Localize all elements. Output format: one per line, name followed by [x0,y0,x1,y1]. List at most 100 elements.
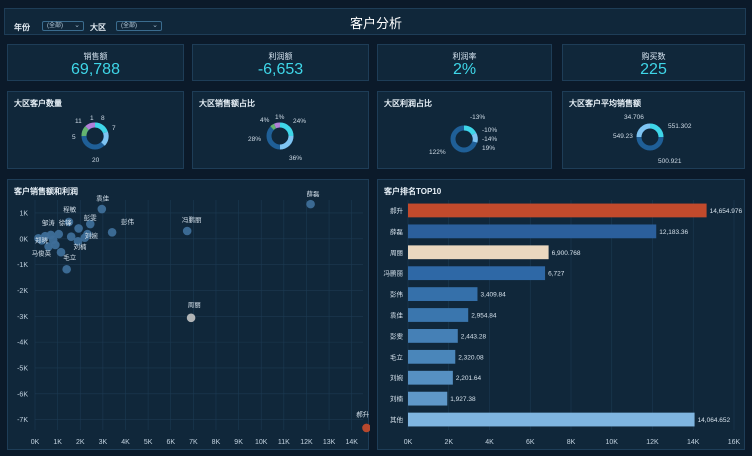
donut-label: -14% [482,136,498,143]
x-tick-label: 8K [567,439,576,446]
value-label: 3,409.84 [480,292,506,299]
x-tick-label: 12K [646,439,659,446]
point-label: 彭雯 [84,213,98,222]
scatter-point [66,232,76,241]
value-label: 14,064.652 [698,417,731,424]
x-tick-label: 0K [404,439,413,446]
donut-chart [266,122,294,150]
scatter-point [182,226,192,236]
point-label: 郑晓 [35,236,49,245]
donut-label: -10% [482,127,498,134]
x-tick-label: 5K [144,439,153,446]
category-label: 其他 [390,415,404,424]
y-tick-label: -2K [17,288,28,295]
kpi-sales: 销售额 69,788 [7,44,184,81]
kpi-label: 购买数 [641,52,666,61]
scatter-point [51,240,60,250]
point-label: 袁佳 [96,194,110,203]
panel-title: 大区客户数量 [14,99,62,108]
x-tick-label: 10K [255,439,268,446]
scatter-point [97,204,107,214]
point-label: 刘楠 [73,242,87,251]
filter-year-select[interactable]: (全部) ⌄ [42,21,84,31]
bar [408,266,546,281]
x-tick-label: 16K [728,439,741,446]
point-label: 毛立 [63,253,77,262]
donut-label: 20 [92,157,100,164]
donut-label: 549.23 [613,133,633,140]
x-tick-label: 2K [76,439,85,446]
bar [408,245,549,260]
scatter-point [44,242,53,251]
scatter-point [362,423,370,433]
x-tick-label: 3K [99,439,108,446]
point-label: 刘婉 [85,231,99,240]
filter-region-label: 大区 [90,23,106,32]
panel-title: 客户排名TOP10 [384,187,442,196]
category-label: 彭伟 [390,290,404,299]
kpi-label: 利润额 [268,52,293,61]
bar [408,308,469,322]
x-tick-label: 9K [234,439,243,446]
chevron-down-icon: ⌄ [152,22,158,29]
scatter-point [306,199,315,209]
kpi-value: -6,653 [257,61,304,78]
scatter-point [34,233,43,243]
donut-label: -13% [470,114,486,121]
donut-label: 551.302 [668,123,692,130]
filter-region-value: (全部) [121,23,137,29]
donut-customers-panel: 大区客户数量 11 1 8 7 5 20 [7,91,184,169]
scatter-point [46,230,56,240]
panel-title: 大区销售额占比 [199,99,255,108]
y-tick-label: -6K [17,391,28,398]
y-tick-label: 0K [19,236,28,243]
x-tick-label: 0K [31,439,40,446]
donut-chart [450,125,478,153]
bar [408,203,707,218]
donut-label: 5 [72,134,76,141]
x-tick-label: 7K [189,439,198,446]
x-tick-label: 4K [485,439,494,446]
category-label: 郝升 [390,206,404,215]
scatter-chart: 0K 1K 2K 3K 4K 5K 6K 7K 8K 9K 10K 11K 12K 13K 14K 1K 0K -… [17,189,370,446]
value-label: 14,654.976 [710,208,743,215]
point-label: 程敏 [63,204,77,213]
x-tick-label: 11K [278,439,290,446]
scatter-point [107,228,117,237]
category-label: 冯鹏丽 [384,269,404,278]
scatter-panel: 客户销售额和利润 0K 1K 2K 3K 4K 5K 6K 7K 8K 9K 10K 11K 12K 13… [7,179,370,450]
point-label: 马俊英 [32,249,52,258]
point-label: 薛磊 [306,189,320,198]
donut-label: 7 [112,125,116,132]
point-label: 冯鹏丽 [182,215,202,224]
scatter-point [64,217,74,227]
bar [408,370,453,385]
scatter-point [80,233,90,243]
category-label: 袁佳 [390,311,404,320]
y-tick-label: 1K [19,210,28,217]
kpi-purchases: 购买数 225 [562,44,745,81]
category-label: 彭雯 [390,331,404,340]
bar [408,287,478,301]
scatter-point [186,313,196,323]
x-tick-label: 12K [300,439,313,446]
bar [408,349,456,364]
donut-label: 500.921 [658,158,682,165]
donut-label: 8 [101,115,105,122]
panel-title: 大区客户平均销售额 [569,99,641,108]
bar [408,412,695,427]
value-label: 6,900.768 [552,250,581,257]
value-label: 2,201.64 [456,375,482,382]
donut-label: 24% [293,118,307,125]
donut-label: 34.706 [624,114,644,121]
bar [408,391,448,406]
scatter-point [73,237,83,246]
donut-label: 1% [275,114,285,121]
category-label: 刘婉 [390,373,404,382]
panel-title: 客户销售额和利润 [14,187,78,196]
value-label: 2,320.08 [458,354,484,361]
point-label: 彭伟 [121,217,135,226]
filter-region-select[interactable]: (全部) ⌄ [116,21,162,31]
donut-label: 1 [90,115,94,122]
x-tick-label: 1K [53,439,62,446]
